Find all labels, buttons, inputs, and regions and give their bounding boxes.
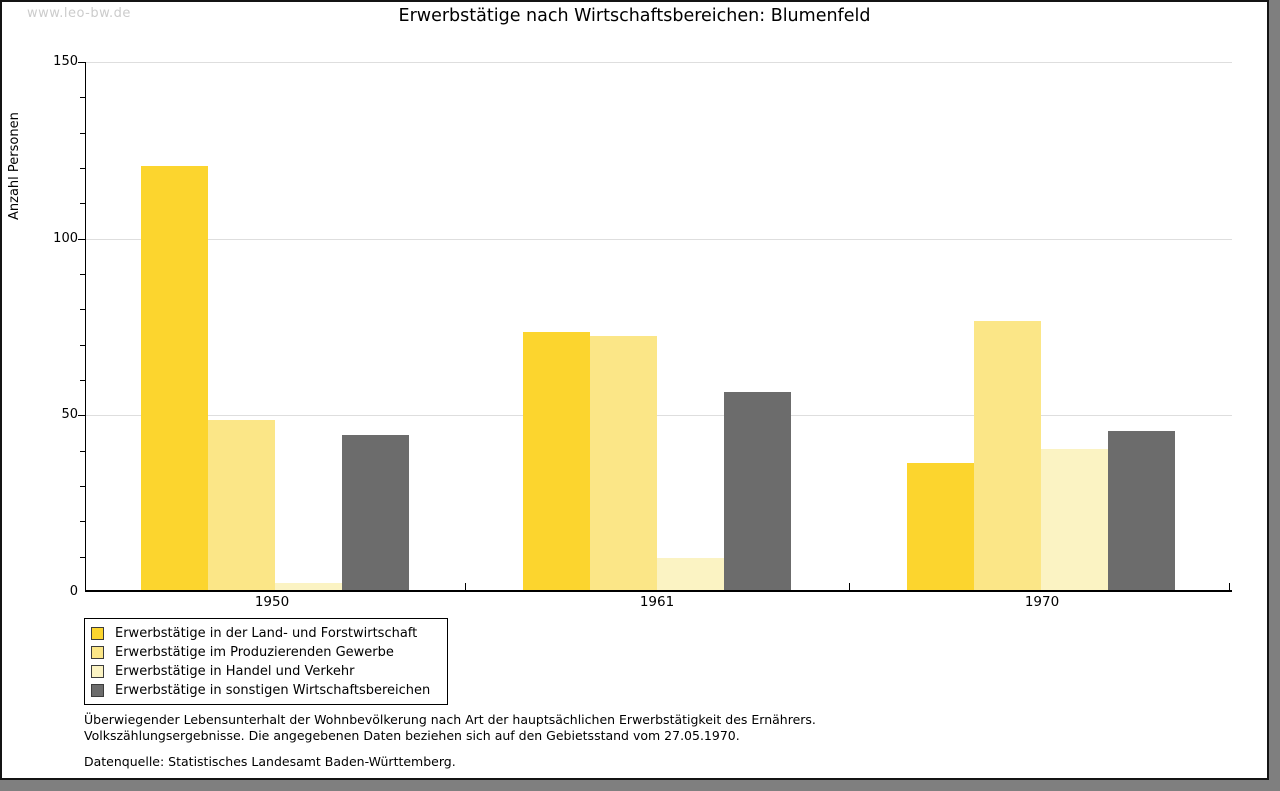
y-minor-tick xyxy=(80,132,85,134)
y-tick-label: 50 xyxy=(61,407,78,423)
x-category-label: 1970 xyxy=(1024,594,1060,610)
y-axis-title: Anzahl Personen xyxy=(7,112,22,220)
y-minor-tick xyxy=(80,309,85,311)
y-major-tick xyxy=(78,62,85,63)
y-minor-tick xyxy=(80,521,85,523)
legend-label: Erwerbstätige in der Land- und Forstwirt… xyxy=(115,626,418,641)
legend-item: Erwerbstätige in sonstigen Wirtschaftsbe… xyxy=(91,681,447,700)
gridline xyxy=(86,415,1232,417)
gridline xyxy=(86,238,1232,240)
x-axis-line xyxy=(85,590,1232,592)
y-minor-tick xyxy=(80,450,85,452)
legend-item: Erwerbstätige in Handel und Verkehr xyxy=(91,662,447,681)
bar-1961-series-2 xyxy=(657,558,724,590)
y-minor-tick xyxy=(80,380,85,381)
y-tick-label: 0 xyxy=(69,584,78,599)
y-tick-label: 100 xyxy=(53,230,78,246)
x-axis-tick xyxy=(1229,583,1230,590)
bar-1961-series-1 xyxy=(590,335,657,590)
bar-1961-series-3 xyxy=(724,392,791,590)
bar-1970-series-1 xyxy=(974,321,1041,590)
legend-box: Erwerbstätige in der Land- und Forstwirt… xyxy=(84,618,448,705)
watermark: www.leo-bw.de xyxy=(27,6,131,21)
y-minor-tick xyxy=(80,274,85,275)
legend-swatch xyxy=(91,627,104,640)
legend-item: Erwerbstätige im Produzierenden Gewerbe xyxy=(91,643,447,662)
legend-label: Erwerbstätige im Produzierenden Gewerbe xyxy=(115,645,394,660)
bar-1961-series-0 xyxy=(523,332,590,590)
chart-title: Erwerbstätige nach Wirtschaftsbereichen:… xyxy=(398,6,871,26)
bar-1950-series-1 xyxy=(208,420,275,590)
bar-1950-series-0 xyxy=(141,166,208,590)
bar-1970-series-3 xyxy=(1108,431,1175,590)
y-minor-tick xyxy=(80,97,85,99)
y-major-tick xyxy=(78,238,85,240)
footnote: Überwiegender Lebensunterhalt der Wohnbe… xyxy=(84,712,816,743)
bar-1970-series-2 xyxy=(1041,448,1108,590)
bar-1950-series-2 xyxy=(275,582,342,590)
bar-1970-series-0 xyxy=(907,462,974,590)
footnote-line-2: Volkszählungsergebnisse. Die angegebenen… xyxy=(84,727,740,743)
x-axis-tick xyxy=(465,583,466,590)
gridline xyxy=(86,62,1232,63)
x-axis-tick xyxy=(849,583,850,590)
y-minor-tick xyxy=(80,344,85,346)
y-minor-tick xyxy=(80,556,85,558)
legend-label: Erwerbstätige in sonstigen Wirtschaftsbe… xyxy=(115,683,431,698)
data-source: Datenquelle: Statistisches Landesamt Bad… xyxy=(84,754,456,769)
legend-label: Erwerbstätige in Handel und Verkehr xyxy=(115,664,355,679)
plot-area xyxy=(78,62,1232,592)
legend-item: Erwerbstätige in der Land- und Forstwirt… xyxy=(91,624,447,643)
y-minor-tick xyxy=(80,203,85,205)
footnote-line-1: Überwiegender Lebensunterhalt der Wohnbe… xyxy=(84,712,816,727)
y-tick-label: 150 xyxy=(53,54,78,69)
y-major-tick xyxy=(78,415,85,417)
legend-swatch xyxy=(91,665,104,678)
y-axis-line xyxy=(85,62,86,592)
y-minor-tick xyxy=(80,486,85,487)
x-category-label: 1961 xyxy=(639,594,675,610)
legend-swatch xyxy=(91,646,104,659)
y-minor-tick xyxy=(80,168,85,169)
x-category-label: 1950 xyxy=(254,594,290,610)
bar-1950-series-3 xyxy=(342,434,409,590)
legend-swatch xyxy=(91,684,104,697)
chart-canvas: www.leo-bw.de Erwerbstätige nach Wirtsch… xyxy=(0,0,1269,780)
